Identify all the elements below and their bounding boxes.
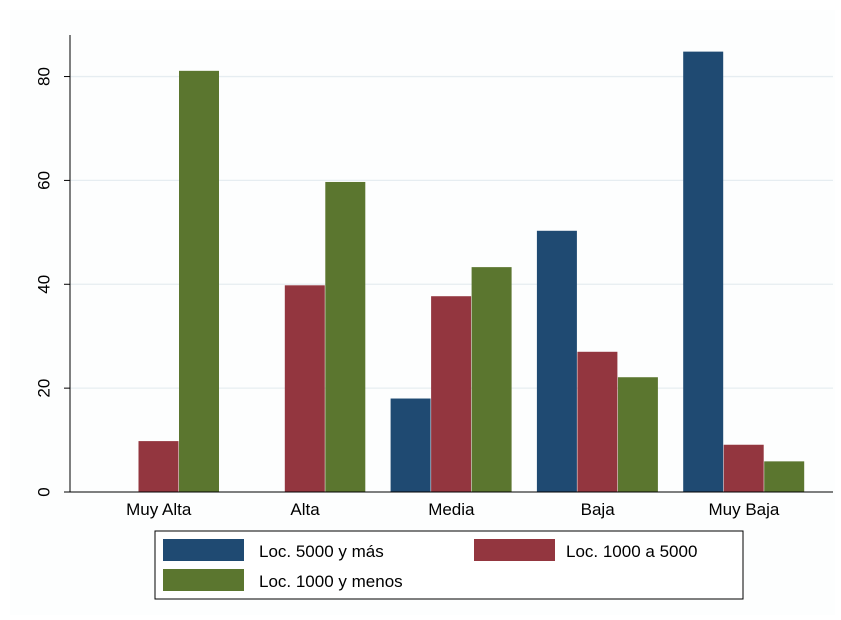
x-tick-label: Baja [581, 500, 616, 519]
y-tick-label: 60 [34, 171, 53, 190]
bar [536, 230, 577, 492]
bar [723, 444, 764, 492]
y-tick-label: 40 [34, 275, 53, 294]
bar [390, 398, 431, 492]
x-tick-label: Media [428, 500, 475, 519]
bar [431, 296, 472, 492]
bar [138, 441, 179, 492]
bar [179, 70, 219, 493]
y-tick-label: 0 [34, 487, 53, 496]
x-tick-label: Muy Baja [709, 500, 780, 519]
legend-box [154, 530, 744, 600]
bar [471, 267, 512, 492]
x-tick-label: Alta [290, 500, 320, 519]
bars [138, 51, 805, 493]
bar [325, 181, 366, 492]
legend-label: Loc. 1000 a 5000 [566, 542, 697, 561]
x-tick-label: Muy Alta [126, 500, 192, 519]
legend-swatch [163, 539, 244, 561]
legend: Loc. 5000 y más Loc. 1000 a 5000 Loc. 1000… [154, 530, 744, 600]
legend-label: Loc. 1000 y menos [259, 572, 403, 591]
bar [617, 377, 658, 492]
axes [64, 35, 833, 493]
y-tick-label: 20 [34, 379, 53, 398]
legend-label: Loc. 5000 y más [259, 542, 384, 561]
tick-labels: 0 20 40 60 80 Muy Alta Alta Media Baja Muy Baja [34, 67, 779, 519]
bar [764, 461, 805, 492]
legend-swatch [163, 569, 244, 591]
legend-swatch [474, 539, 555, 561]
bar [284, 285, 325, 492]
bar [683, 51, 724, 492]
y-tick-label: 80 [34, 67, 53, 86]
bar [577, 351, 618, 492]
